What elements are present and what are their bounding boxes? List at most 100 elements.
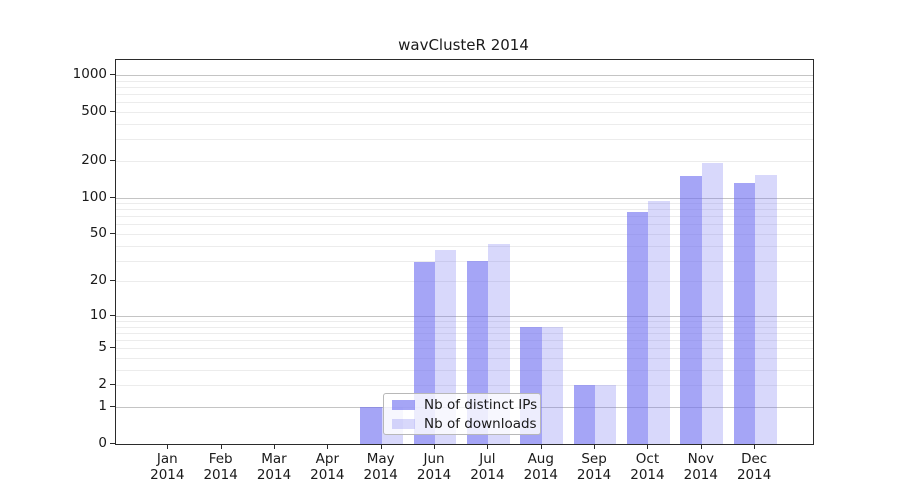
y-tick-mark [110, 405, 115, 407]
gridline-major [116, 315, 813, 317]
x-tick-year: 2014 [683, 467, 718, 483]
x-tick-label: Jun 2014 [399, 451, 469, 483]
y-tick-mark [110, 110, 115, 112]
gridline-minor [116, 385, 813, 387]
x-tick-label: Mar 2014 [239, 451, 309, 483]
x-tick-month: Dec [741, 451, 768, 467]
y-tick-mark [110, 384, 115, 386]
y-tick-mark [110, 314, 115, 316]
x-tick-label: Apr 2014 [292, 451, 362, 483]
x-tick-label: Aug 2014 [506, 451, 576, 483]
x-tick-month: Apr [315, 451, 340, 467]
x-tick-label: Oct 2014 [612, 451, 682, 483]
y-tick-mark [110, 280, 115, 282]
gridline-minor [116, 234, 813, 235]
plot-area: Nb of distinct IPs Nb of downloads [115, 59, 814, 445]
x-tick-year: 2014 [576, 467, 612, 483]
x-tick-month: Feb [208, 451, 233, 467]
gridline-minor [116, 332, 813, 334]
y-tick-label: 2 [98, 376, 107, 393]
x-tick-mark [327, 444, 329, 449]
legend-label-distinct-ips: Nb of distinct IPs [424, 396, 538, 413]
bar-downloads-oct [648, 200, 670, 444]
x-tick-year: 2014 [310, 467, 345, 483]
x-tick-label: Nov 2014 [666, 451, 736, 483]
gridline-minor [116, 139, 813, 141]
bar-distinct-ips-may [360, 406, 382, 444]
x-tick-label: Dec 2014 [719, 451, 789, 483]
x-tick-year: 2014 [256, 467, 292, 483]
gridline-minor [116, 209, 813, 211]
gridline-minor [116, 245, 813, 247]
x-tick-label: Sep 2014 [559, 451, 629, 483]
bar-downloads-nov [701, 163, 724, 444]
y-tick-mark [110, 159, 115, 161]
bar-downloads-aug [541, 326, 564, 444]
y-tick-label: 500 [81, 102, 107, 119]
distinct-ips-swatch-icon [392, 399, 415, 410]
y-tick-label: 1000 [72, 66, 107, 82]
legend-item-downloads: Nb of downloads [392, 416, 540, 432]
x-tick-mark [487, 444, 489, 449]
x-tick-mark [434, 444, 436, 449]
x-tick-label: Jul 2014 [452, 451, 522, 483]
x-tick-year: 2014 [736, 467, 772, 483]
bar-distinct-ips-dec [733, 183, 756, 444]
gridline-minor [116, 281, 813, 283]
x-tick-label: May 2014 [346, 451, 416, 483]
chart-title: wavClusteR 2014 [398, 36, 529, 54]
x-tick-mark [540, 444, 542, 449]
y-tick-label: 100 [81, 188, 107, 205]
gridline-minor [116, 321, 813, 323]
x-tick-year: 2014 [630, 467, 665, 483]
x-tick-mark [380, 444, 382, 449]
y-tick-mark [110, 233, 115, 234]
gridline-minor [116, 80, 813, 82]
gridline-minor [116, 111, 813, 113]
x-tick-mark [700, 444, 702, 449]
x-tick-mark [167, 444, 169, 449]
y-tick-label: 10 [89, 306, 107, 323]
x-tick-month: May [366, 451, 395, 467]
gridline-minor [116, 326, 813, 328]
gridline-minor [116, 340, 813, 342]
x-tick-year: 2014 [523, 467, 558, 483]
legend: Nb of distinct IPs Nb of downloads [383, 393, 541, 435]
y-tick-mark [110, 347, 115, 349]
y-tick-mark [110, 443, 115, 444]
bar-downloads-sep [595, 385, 617, 444]
gridline-minor [116, 203, 813, 205]
legend-item-distinct-ips: Nb of distinct IPs [392, 397, 540, 413]
gridline-major [116, 75, 813, 76]
y-tick-label: 50 [89, 225, 107, 241]
y-tick-label: 200 [81, 151, 107, 168]
gridline-minor [116, 102, 813, 104]
x-tick-year: 2014 [416, 467, 452, 483]
legend-label-downloads: Nb of downloads [424, 415, 537, 432]
y-tick-label: 0 [98, 435, 107, 451]
x-tick-month: Oct [635, 451, 660, 467]
gridline-minor [116, 216, 813, 218]
gridline-minor [116, 348, 813, 350]
x-tick-year: 2014 [470, 467, 505, 483]
y-tick-label: 1 [98, 397, 107, 414]
gridline-minor [116, 260, 813, 262]
x-tick-year: 2014 [203, 467, 238, 483]
x-tick-month: Jun [423, 451, 445, 467]
bar-distinct-ips-nov [680, 176, 702, 444]
gridline-minor [116, 358, 813, 360]
downloads-swatch-icon [392, 418, 415, 429]
y-tick-label: 20 [89, 272, 107, 289]
bar-distinct-ips-oct [627, 212, 649, 444]
x-tick-month: Sep [581, 451, 607, 467]
x-tick-month: Jan [156, 451, 178, 467]
x-tick-mark [647, 444, 649, 449]
x-tick-mark [274, 444, 275, 449]
gridline-major [116, 197, 813, 199]
gridline-minor [116, 160, 813, 162]
x-tick-month: Mar [261, 451, 287, 467]
y-tick-label: 5 [98, 339, 107, 356]
gridline-minor [116, 86, 813, 88]
x-tick-mark [220, 444, 222, 449]
